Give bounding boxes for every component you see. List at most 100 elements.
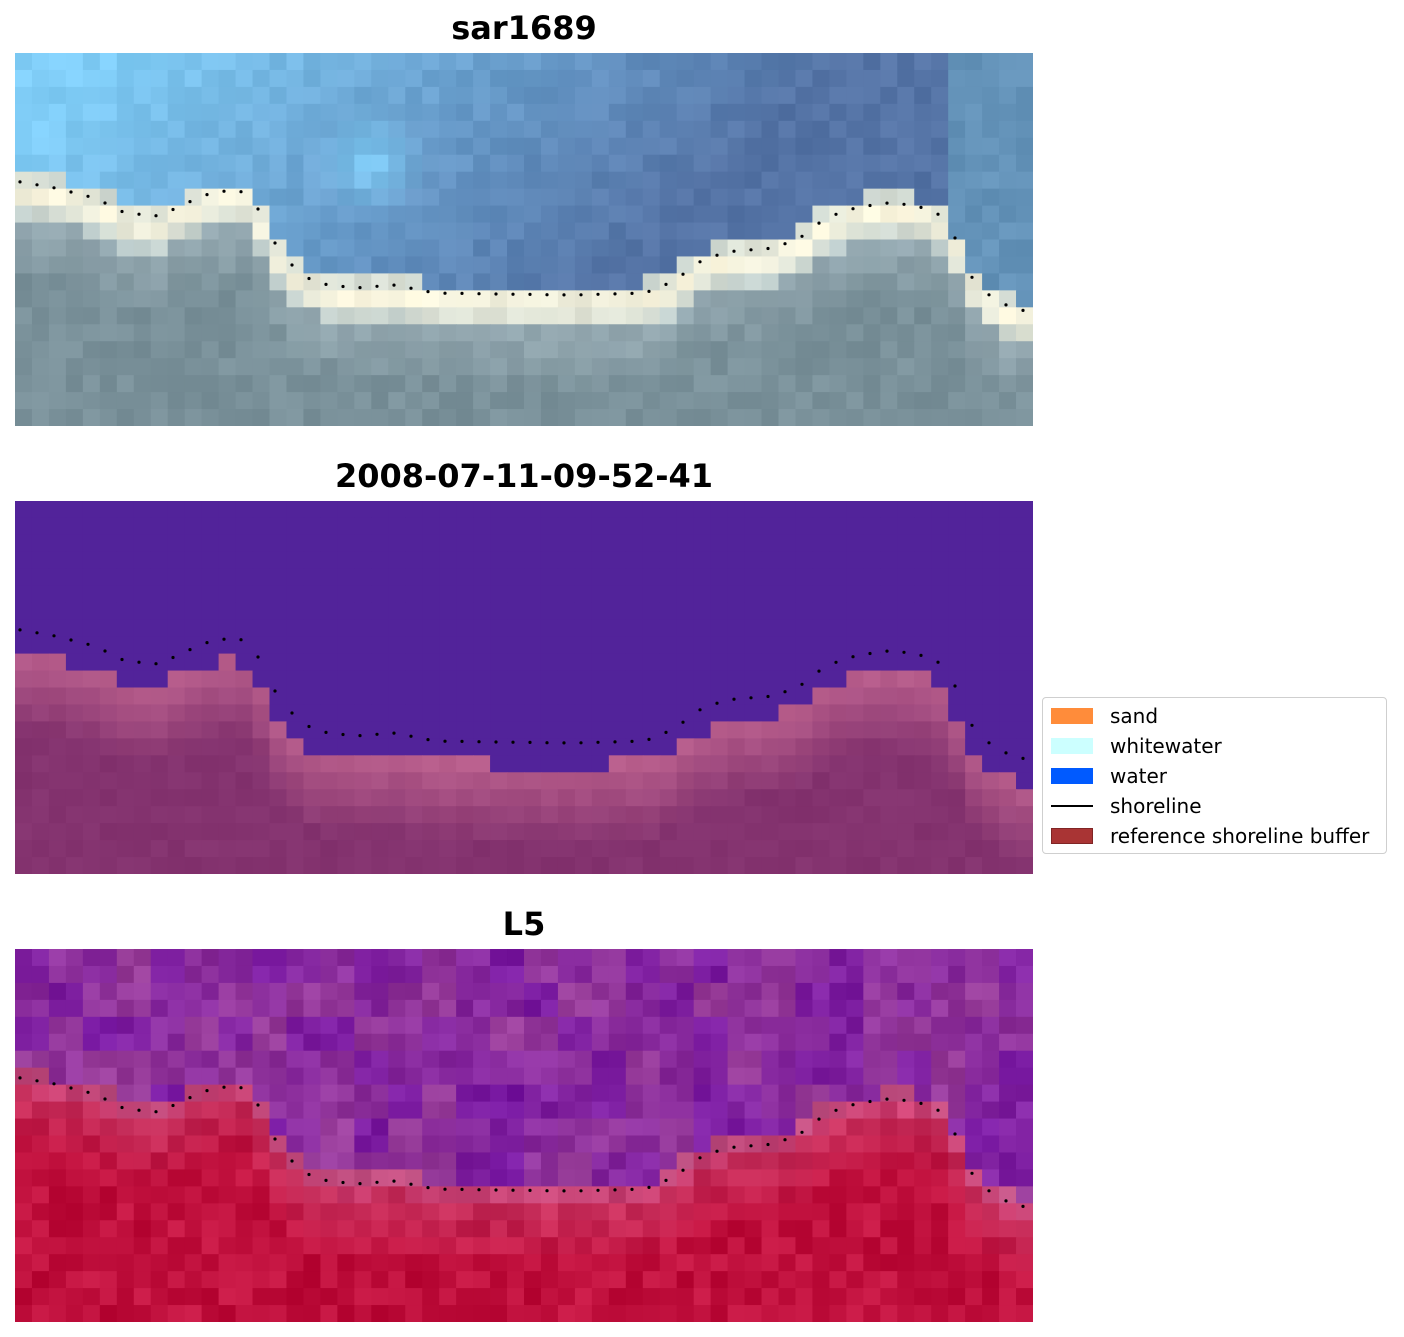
raster-cell (931, 721, 949, 739)
raster-cell (965, 755, 983, 773)
raster-cell (999, 585, 1017, 604)
raster-cell (31, 290, 50, 308)
raster-cell (320, 806, 338, 824)
raster-cell (286, 154, 305, 173)
raster-cell (473, 517, 491, 536)
raster-cell (167, 517, 186, 536)
raster-cell (490, 1271, 508, 1289)
raster-cell (557, 205, 576, 224)
raster-cell (608, 999, 627, 1018)
raster-cell (150, 205, 169, 224)
raster-cell (608, 772, 627, 790)
raster-cell (405, 949, 423, 967)
raster-cell (931, 1237, 949, 1255)
raster-cell (201, 1152, 220, 1170)
raster-cell (829, 273, 847, 291)
raster-cell (371, 965, 389, 984)
raster-cell (48, 137, 67, 156)
raster-cell (999, 222, 1017, 241)
raster-cell (625, 653, 644, 672)
raster-cell (490, 358, 508, 376)
raster-cell (914, 53, 932, 71)
raster-cell (863, 823, 881, 841)
raster-cell (65, 1220, 84, 1238)
raster-cell (863, 568, 881, 587)
raster-cell (439, 823, 457, 841)
raster-cell (982, 982, 1000, 1001)
raster-cell (354, 307, 372, 325)
raster-cell (439, 1203, 457, 1221)
raster-cell (337, 1271, 355, 1289)
raster-cell (540, 307, 559, 325)
raster-cell (524, 1033, 542, 1052)
raster-cell (65, 1305, 84, 1322)
raster-cell (540, 738, 559, 756)
raster-cell (133, 619, 152, 638)
shoreline-dot (273, 1137, 277, 1141)
shoreline-dot (630, 739, 634, 743)
raster-cell (557, 999, 576, 1018)
raster-cell (524, 409, 542, 426)
raster-cell (744, 1084, 763, 1103)
raster-cell (388, 1084, 406, 1103)
raster-cell (439, 999, 457, 1018)
legend-label-whitewater: whitewater (1110, 734, 1222, 758)
raster-cell (931, 840, 949, 858)
raster-cell (795, 256, 814, 274)
raster-cell (167, 307, 186, 325)
raster-cell (965, 120, 983, 139)
raster-cell (1016, 1067, 1033, 1086)
raster-cell (914, 551, 932, 570)
raster-cell (642, 1033, 661, 1052)
raster-cell (167, 982, 186, 1001)
raster-cell (591, 721, 610, 739)
raster-cell (625, 687, 644, 706)
raster-cell (507, 239, 525, 258)
raster-cell (439, 982, 457, 1001)
raster-cell (65, 375, 84, 393)
raster-cell (693, 188, 712, 207)
raster-cell (795, 1033, 814, 1052)
raster-cell (642, 840, 661, 858)
raster-cell (761, 256, 780, 274)
raster-cell (914, 1016, 932, 1035)
raster-cell (218, 358, 237, 376)
raster-cell (812, 949, 830, 967)
raster-cell (405, 1050, 423, 1069)
raster-cell (65, 341, 84, 359)
raster-cell (184, 982, 203, 1001)
raster-cell (948, 341, 966, 359)
raster-cell (456, 1118, 474, 1137)
raster-cell (303, 840, 321, 858)
raster-cell (948, 1033, 966, 1052)
raster-cell (490, 1169, 508, 1187)
raster-cell (48, 857, 67, 874)
raster-cell (812, 501, 830, 519)
raster-cell (82, 704, 101, 722)
raster-cell (795, 307, 814, 325)
raster-cell (48, 619, 67, 638)
raster-cell (965, 687, 983, 706)
raster-cell (846, 721, 864, 739)
raster-cell (252, 409, 271, 426)
raster-cell (490, 721, 508, 739)
raster-cell (846, 982, 864, 1001)
raster-cell (727, 823, 746, 841)
raster-cell (99, 392, 118, 410)
legend-item-whitewater: whitewater (1051, 731, 1222, 761)
raster-cell (880, 551, 898, 570)
raster-cell (591, 517, 610, 536)
raster-cell (965, 551, 983, 570)
raster-cell (846, 154, 864, 173)
raster-cell (574, 1033, 593, 1052)
raster-cell (846, 949, 864, 967)
raster-cell (99, 1118, 118, 1137)
raster-cell (31, 949, 50, 967)
raster-cell (914, 1203, 932, 1221)
raster-cell (354, 188, 372, 207)
raster-cell (625, 256, 644, 274)
raster-cell (82, 738, 101, 756)
raster-cell (507, 86, 525, 105)
raster-cell (405, 687, 423, 706)
raster-cell (557, 1254, 576, 1272)
